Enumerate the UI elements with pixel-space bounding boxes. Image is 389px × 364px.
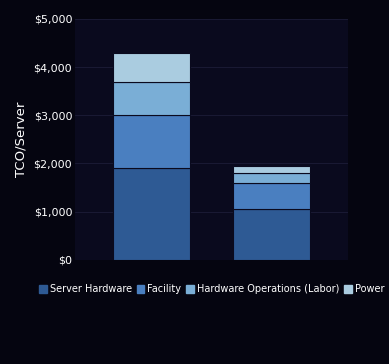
Bar [233,183,310,209]
Bar [113,115,190,168]
Bar [233,209,310,260]
Y-axis label: TCO/Server: TCO/Server [15,102,28,177]
Bar [233,166,310,173]
Bar [113,168,190,260]
Bar [233,173,310,183]
Legend: Server Hardware, Facility, Hardware Operations (Labor), Power: Server Hardware, Facility, Hardware Oper… [35,280,388,298]
Bar [113,53,190,82]
Bar [113,82,190,115]
